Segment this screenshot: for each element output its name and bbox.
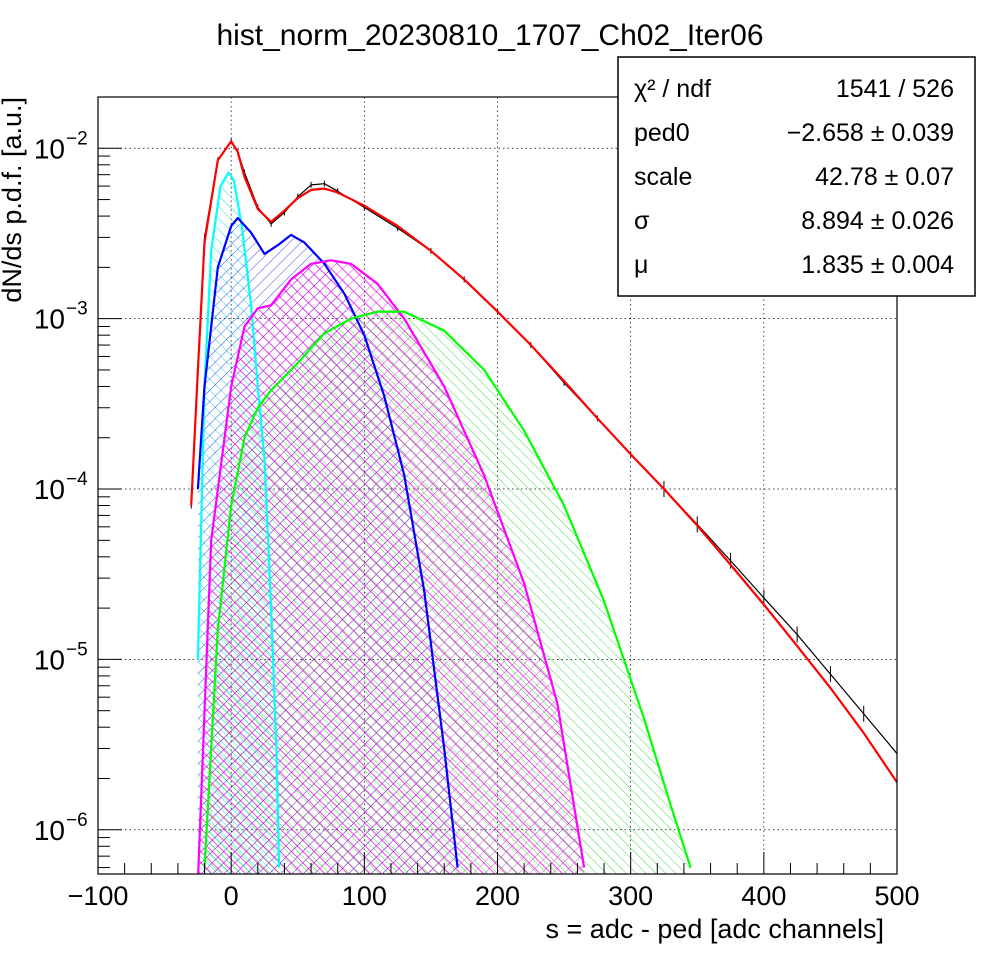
y-tick-labels: 10−610−510−410−310−2 (34, 128, 88, 845)
stats-row-value: 1.835 ± 0.004 (801, 251, 954, 279)
stats-row-value: 1541 / 526 (836, 75, 954, 103)
stats-row-name: μ (634, 251, 648, 279)
stats-box: χ² / ndf 1541 / 526 ped0 −2.658 ± 0.039 scal… (617, 56, 976, 297)
series-lines (190, 138, 897, 874)
axis-ticks (97, 96, 898, 874)
x-tick-label: 200 (475, 881, 520, 911)
x-axis-label: s = adc - ped [adc channels] (546, 914, 884, 944)
stats-rows: χ² / ndf 1541 / 526 ped0 −2.658 ± 0.039 scal… (634, 75, 954, 279)
x-tick-label: 400 (741, 881, 786, 911)
y-tick-label: 10 (34, 644, 65, 675)
component-3pe-line (197, 259, 586, 874)
stats-row-name: scale (634, 163, 692, 191)
y-tick-label: 10 (34, 304, 65, 335)
x-tick-label: 100 (342, 881, 387, 911)
x-tick-label: 0 (224, 881, 239, 911)
y-tick-label: 10 (34, 815, 65, 846)
y-axis-label: dN/ds p.d.f. [a.u.] (0, 97, 27, 303)
stats-row-value: 42.78 ± 0.07 (815, 163, 954, 191)
component-4pe-line (203, 310, 692, 868)
x-tick-label: −100 (68, 881, 129, 911)
y-tick-label-exponent: −3 (66, 299, 88, 320)
stats-row-value: 8.894 ± 0.026 (801, 207, 954, 235)
x-tick-labels: −100 0 100 200 300 400 500 (68, 881, 920, 911)
stats-row-name: χ² / ndf (634, 75, 711, 103)
chart-title: hist_norm_20230810_1707_Ch02_Iter06 (216, 19, 763, 52)
y-tick-label-exponent: −5 (66, 639, 88, 660)
y-tick-label: 10 (34, 474, 65, 505)
component-2pe-line (196, 216, 459, 868)
y-tick-label-exponent: −2 (66, 128, 88, 149)
y-tick-label: 10 (34, 133, 65, 164)
component-1pe-line (196, 171, 281, 868)
total-fit-line (190, 140, 897, 783)
stats-row-value: −2.658 ± 0.039 (787, 119, 954, 147)
component-fills (197, 172, 691, 874)
stats-row-name: ped0 (634, 119, 690, 147)
component-4pe-fill (204, 311, 691, 874)
y-tick-label-exponent: −4 (66, 469, 88, 490)
x-tick-label: 500 (874, 881, 919, 911)
stats-row-name: σ (634, 207, 650, 235)
y-tick-label-exponent: −6 (66, 810, 88, 831)
stats-box-frame (617, 56, 976, 297)
x-tick-label: 300 (608, 881, 653, 911)
